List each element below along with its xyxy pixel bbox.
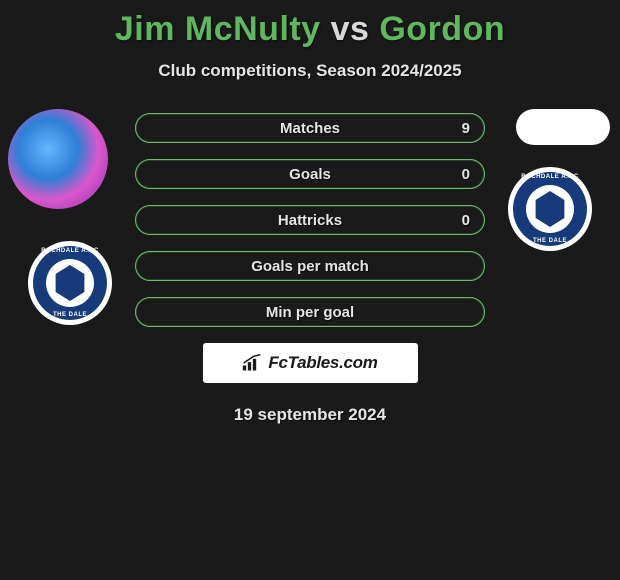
club-name-top: ROCHDALE A.F.C: [41, 248, 98, 254]
content-area: ROCHDALE A.F.C THE DALE ROCHDALE A.F.C T…: [0, 109, 620, 425]
stat-label: Matches: [280, 120, 340, 137]
brand-text: FcTables.com: [268, 353, 377, 373]
stat-bar-hattricks: Hattricks 0: [135, 205, 485, 235]
player2-name: Gordon: [379, 10, 505, 48]
player1-club-badge: ROCHDALE A.F.C THE DALE: [28, 241, 112, 325]
stat-label: Goals: [289, 166, 331, 183]
stat-label: Min per goal: [266, 304, 354, 321]
stat-label: Goals per match: [251, 258, 369, 275]
player1-avatar-image: [8, 109, 108, 209]
stat-bar-min-per-goal: Min per goal: [135, 297, 485, 327]
stat-bar-goals-per-match: Goals per match: [135, 251, 485, 281]
stats-bars: Matches 9 Goals 0 Hattricks 0 Goals per …: [135, 109, 485, 327]
stat-bar-matches: Matches 9: [135, 113, 485, 143]
club-name-bottom: THE DALE: [533, 238, 567, 244]
club-name-top: ROCHDALE A.F.C: [521, 174, 578, 180]
stat-value-right: 0: [462, 166, 470, 183]
chart-icon: [242, 354, 262, 372]
stat-value-right: 0: [462, 212, 470, 229]
player2-avatar: [516, 109, 610, 145]
brand-box[interactable]: FcTables.com: [203, 343, 418, 383]
player1-avatar: [8, 109, 108, 209]
stat-label: Hattricks: [278, 212, 342, 229]
vs-label: vs: [331, 10, 370, 48]
date-label: 19 september 2024: [0, 405, 620, 425]
stat-value-right: 9: [462, 120, 470, 137]
player2-club-badge: ROCHDALE A.F.C THE DALE: [508, 167, 592, 251]
stat-bar-goals: Goals 0: [135, 159, 485, 189]
player1-name: Jim McNulty: [115, 10, 321, 48]
club-name-bottom: THE DALE: [53, 312, 87, 318]
subtitle: Club competitions, Season 2024/2025: [0, 61, 620, 81]
comparison-title: Jim McNulty vs Gordon: [0, 0, 620, 49]
